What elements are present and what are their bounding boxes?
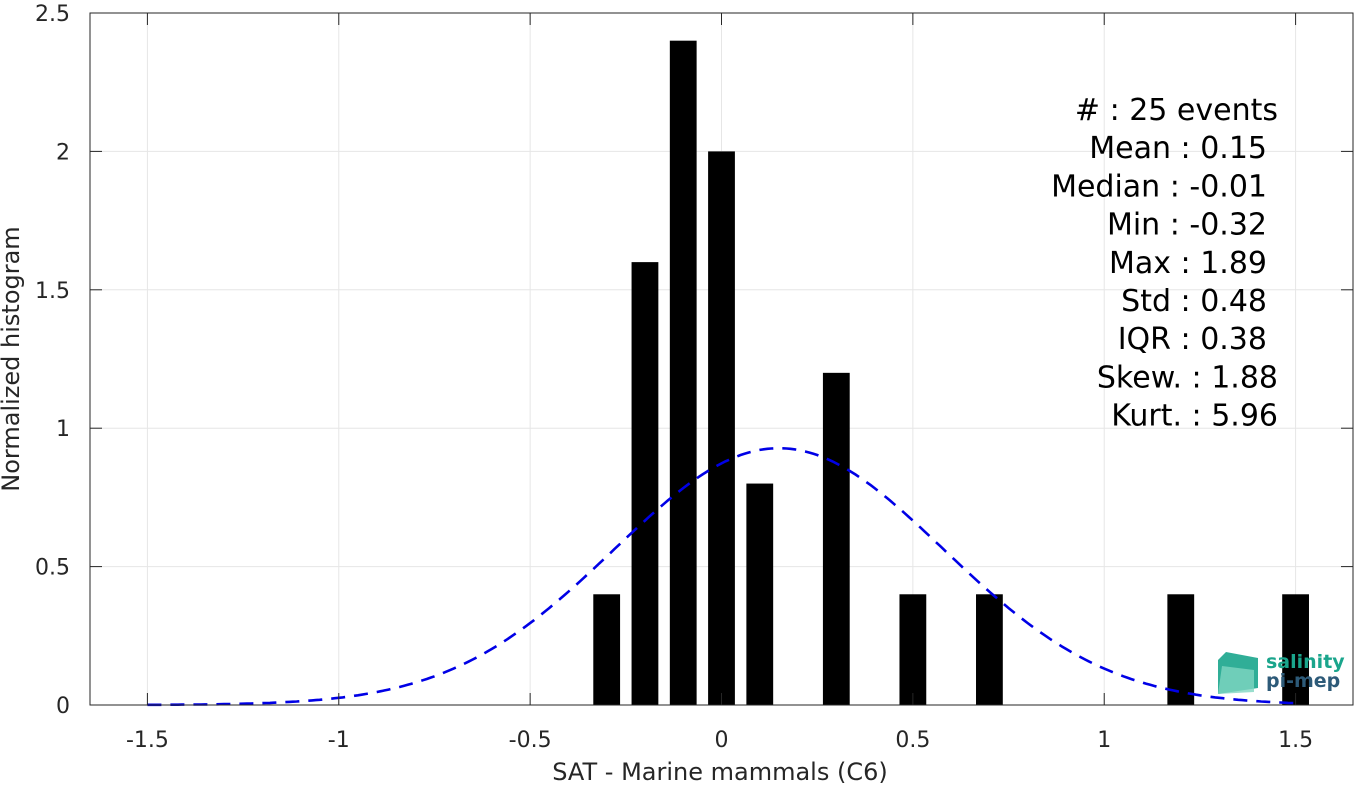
x-tick-label: 0 [715, 728, 729, 753]
x-tick-label: -1 [328, 728, 350, 753]
histogram-bar [631, 262, 659, 705]
y-axis-label: Normalized histogram [0, 226, 25, 491]
stat-max: Max : 1.89 [1109, 246, 1267, 281]
salinity-pi-mep-logo: salinity pi-mep [1218, 651, 1345, 694]
histogram-bar [669, 40, 697, 706]
y-tick-label: 1.5 [35, 279, 70, 304]
histogram-bar [822, 372, 850, 705]
histogram-bar [593, 594, 621, 705]
y-tick-label: 1 [56, 417, 70, 442]
histogram-bar [976, 594, 1003, 705]
stat-iqr: IQR : 0.38 [1118, 322, 1267, 357]
x-tick-label: 1.5 [1278, 728, 1313, 753]
y-tick-label: 0.5 [35, 556, 70, 581]
y-tick-label: 0 [56, 694, 70, 719]
y-tick-labels: 0 0.5 1 1.5 2 2.5 [35, 2, 70, 719]
stat-skew: Skew. : 1.88 [1097, 360, 1278, 395]
x-tick-label: 0.5 [895, 728, 930, 753]
histogram-bar [1282, 594, 1309, 705]
x-tick-label: -0.5 [509, 728, 552, 753]
logo-line1: salinity [1266, 651, 1345, 673]
histogram-bar [1167, 594, 1195, 705]
x-tick-label: -1.5 [126, 728, 169, 753]
stat-kurt: Kurt. : 5.96 [1111, 399, 1278, 434]
histogram-bar [746, 483, 774, 705]
stat-std: Std : 0.48 [1121, 284, 1267, 319]
stat-count: # : 25 events [1075, 93, 1278, 128]
x-tick-labels: -1.5 -1 -0.5 0 0.5 1 1.5 [126, 728, 1313, 753]
stat-mean: Mean : 0.15 [1089, 131, 1267, 166]
histogram-bar [708, 151, 735, 705]
histogram-bars [593, 40, 1309, 706]
tick-marks [90, 12, 1353, 706]
y-tick-label: 2 [56, 140, 70, 165]
y-tick-label: 2.5 [35, 2, 70, 27]
x-tick-label: 1 [1097, 728, 1111, 753]
stat-min: Min : -0.32 [1107, 208, 1267, 243]
logo-line2: pi-mep [1266, 670, 1340, 692]
x-axis-label: SAT - Marine mammals (C6) [552, 758, 887, 785]
stat-median: Median : -0.01 [1051, 169, 1267, 204]
logo-wave-icon-layer [1218, 666, 1254, 694]
histogram-bar [899, 594, 927, 705]
